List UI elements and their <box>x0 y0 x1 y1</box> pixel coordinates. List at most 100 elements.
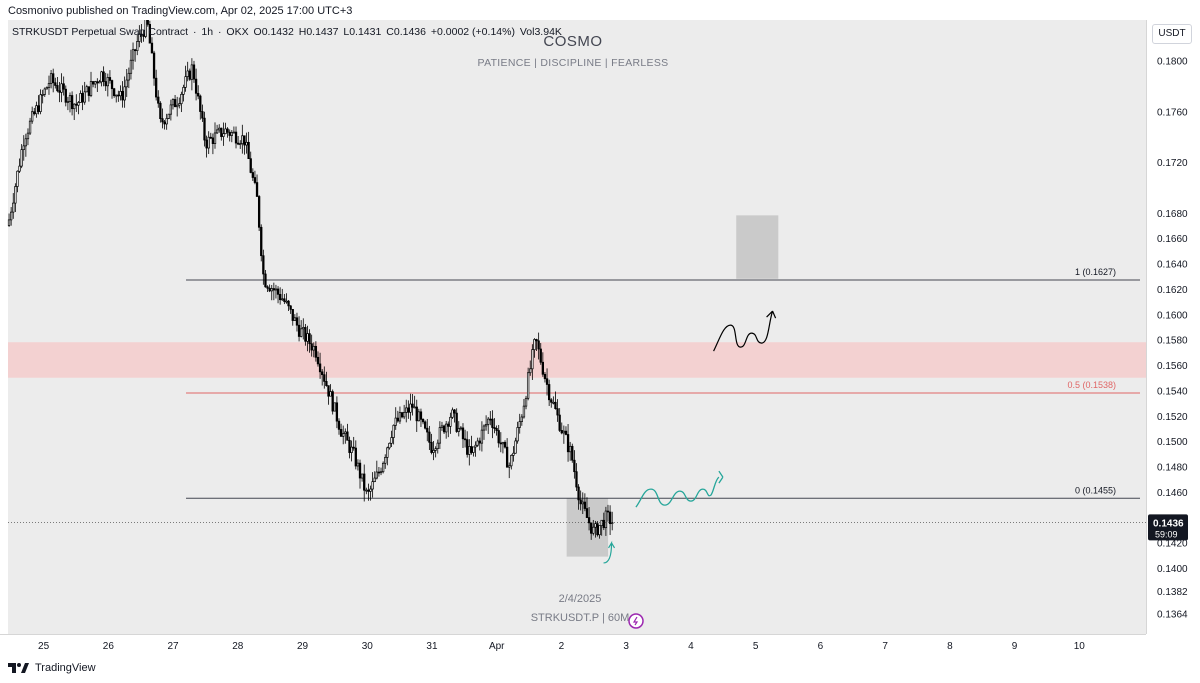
candle <box>575 471 578 488</box>
candle <box>169 104 173 115</box>
countdown-label: 59:09 <box>1155 529 1178 539</box>
tradingview-logo[interactable]: TradingView <box>8 662 96 674</box>
candle <box>47 83 51 88</box>
candle <box>318 363 322 373</box>
candle <box>262 255 265 275</box>
candle <box>459 427 463 430</box>
candle <box>566 434 570 453</box>
candle <box>379 471 383 474</box>
time-axis[interactable] <box>0 634 1146 658</box>
candle <box>176 104 179 108</box>
candle <box>533 339 536 351</box>
currency-button[interactable]: USDT <box>1152 24 1192 44</box>
candle <box>302 327 305 330</box>
candle <box>426 427 429 433</box>
candle <box>62 83 65 90</box>
candle <box>266 286 269 289</box>
price-tick-label: 0.1760 <box>1157 107 1188 118</box>
candle <box>606 510 610 513</box>
candle <box>419 411 423 420</box>
candle <box>56 85 59 92</box>
candle <box>279 293 282 301</box>
candle <box>20 149 23 167</box>
candle <box>133 49 137 52</box>
candle <box>398 412 402 422</box>
candle <box>83 91 86 103</box>
candle <box>180 93 183 105</box>
price-tick-label: 0.1364 <box>1157 610 1188 621</box>
candle <box>39 94 42 112</box>
price-tick-label: 0.1400 <box>1157 564 1188 575</box>
candle <box>421 419 425 423</box>
candle <box>344 431 347 434</box>
candle <box>316 356 320 365</box>
candle <box>356 462 360 467</box>
candle <box>354 447 357 467</box>
resistance-zone <box>8 342 1146 378</box>
candle <box>108 77 112 81</box>
candle <box>188 70 191 80</box>
candle <box>461 427 465 440</box>
candle <box>335 402 339 422</box>
price-tick-label: 0.1460 <box>1157 488 1188 499</box>
candle <box>255 182 259 197</box>
time-tick-label: 3 <box>623 641 629 652</box>
candle <box>102 71 105 82</box>
candle <box>28 120 32 134</box>
watermark-symbol: STRKUSDT.P | 60M <box>530 612 630 624</box>
candle <box>520 416 523 422</box>
candle <box>64 88 67 103</box>
candle <box>531 349 534 370</box>
candle <box>442 425 446 433</box>
candle <box>73 103 76 110</box>
candle <box>405 407 408 413</box>
candle <box>106 77 109 87</box>
candle <box>571 445 574 461</box>
legend-high: H0.1437 <box>298 26 339 38</box>
candle <box>323 374 326 382</box>
candle <box>417 411 421 422</box>
candle <box>474 444 477 448</box>
candle <box>552 401 555 404</box>
candle <box>119 91 122 97</box>
candle <box>585 508 589 518</box>
candle <box>81 93 84 103</box>
time-tick-label: 31 <box>426 641 438 652</box>
candle <box>281 298 284 301</box>
candle <box>300 328 303 337</box>
candle <box>45 87 49 90</box>
candle <box>152 52 156 79</box>
chart-frame[interactable]: 1 (0.1627) 0.5 (0.1538) 0 (0.1455) 0.1364 0.… <box>0 20 1200 658</box>
price-tick-label: 0.1600 <box>1157 310 1188 321</box>
symbol-legend[interactable]: STRKUSDT Perpetual Swap Contract · 1h · … <box>12 26 562 38</box>
candle <box>159 102 162 120</box>
price-tick-label: 0.1420 <box>1157 539 1188 550</box>
candle <box>7 219 11 226</box>
candle <box>112 88 116 97</box>
time-tick-label: 30 <box>362 641 374 652</box>
candle <box>142 34 145 37</box>
candle <box>569 445 572 453</box>
candle <box>136 41 139 52</box>
candle <box>497 430 500 444</box>
legend-exchange: OKX <box>226 26 249 38</box>
candle <box>579 499 582 505</box>
candle <box>550 399 553 403</box>
candle <box>178 103 181 106</box>
legend-change: +0.0002 (+0.14%) <box>430 26 515 38</box>
candle <box>535 339 538 342</box>
candle <box>276 288 280 295</box>
candle <box>144 20 147 37</box>
candle <box>33 111 36 115</box>
candle <box>476 440 479 446</box>
candle <box>211 137 215 144</box>
candle <box>22 145 25 150</box>
candle <box>257 196 261 228</box>
lightning-icon <box>632 616 639 626</box>
candle <box>268 287 271 292</box>
candle <box>131 49 135 61</box>
candle <box>171 99 175 106</box>
bullish-projection-path <box>635 476 720 508</box>
candle <box>583 501 587 509</box>
target-box <box>736 215 779 279</box>
